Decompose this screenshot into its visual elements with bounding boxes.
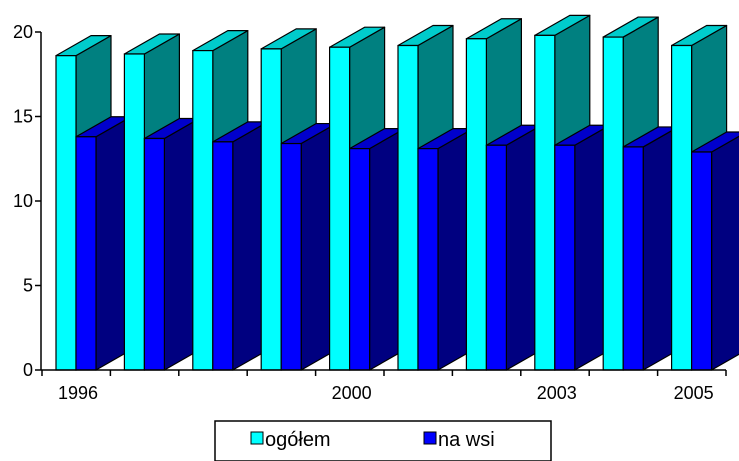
bar-front-ogolem-2003 [534,34,556,371]
bar-front-ogolem-2005 [670,44,693,371]
y-tick-label-20: 20 [13,22,33,42]
legend: ogółem na wsi [214,420,552,461]
bar-front-na-wsi-2003 [554,144,576,371]
y-tick-label-10: 10 [13,191,33,211]
bar-front-ogolem-2004 [602,36,624,371]
bar-na-wsi-2000 [349,128,406,371]
x-tick-label-2000: 2000 [332,383,372,403]
bar-front-ogolem-2000 [329,46,351,371]
bar-front-na-wsi-1999 [280,142,302,371]
x-tick-label-2003: 2003 [537,383,577,403]
bar-front-na-wsi-1997 [143,137,165,371]
bar-front-na-wsi-1996 [75,136,97,371]
legend-label-na-wsi: na wsi [438,429,495,451]
bar-front-ogolem-1997 [123,53,146,371]
legend-box [214,420,552,461]
y-tick-label-5: 5 [23,276,33,296]
legend-swatch-na-wsi [423,431,437,445]
y-tick-label-15: 15 [13,107,33,127]
x-tick-label-1996: 1996 [58,383,98,403]
bar-front-na-wsi-2004 [622,146,644,371]
bar-front-na-wsi-2002 [485,144,507,371]
bar-front-ogolem-2001 [397,44,419,371]
bar-front-na-wsi-2005 [690,151,713,371]
bar-front-ogolem-1998 [192,49,214,371]
bar-na-wsi-1998 [212,121,269,371]
y-tick-label-0: 0 [23,360,33,380]
bar-na-wsi-2002 [485,124,543,371]
bar-na-wsi-1999 [280,122,337,371]
bar-front-ogolem-1999 [260,48,282,371]
legend-swatch-ogolem [250,431,264,445]
bar-front-na-wsi-2001 [417,148,439,371]
bar-front-na-wsi-2000 [349,148,371,371]
bar-na-wsi-1997 [143,117,200,371]
bar-front-ogolem-2002 [465,38,487,371]
axes: 0 5 10 15 20 1996 2000 2003 2005 [13,22,727,403]
bar-front-na-wsi-1998 [212,141,234,371]
bar-side-na-wsi-2005 [710,135,739,371]
bar-na-wsi-2001 [417,128,474,371]
x-tick-label-2005: 2005 [674,383,714,403]
bar-front-ogolem-1996 [55,55,77,371]
legend-label-ogolem: ogółem [265,429,331,451]
bar-na-wsi-2003 [554,124,611,371]
bars-layer [55,14,739,371]
bar-na-wsi-2004 [622,126,679,371]
bar-na-wsi-1996 [75,116,132,371]
bar-na-wsi-2005 [690,131,739,371]
